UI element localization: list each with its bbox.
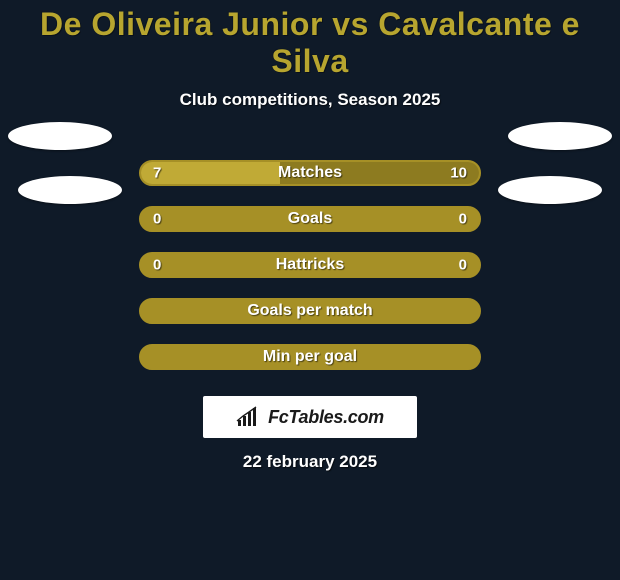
stat-bar-track: Min per goal (139, 344, 481, 370)
date-text: 22 february 2025 (243, 452, 377, 472)
stat-label: Matches (278, 164, 342, 182)
stat-bar-track: Goals per match (139, 298, 481, 324)
site-logo[interactable]: FcTables.com (203, 396, 417, 438)
stat-value-left: 0 (153, 211, 161, 228)
page-title: De Oliveira Junior vs Cavalcante e Silva (0, 6, 620, 80)
logo-text: FcTables.com (268, 407, 384, 428)
stat-rows: 7 10 Matches 0 0 Goals 0 0 Hattricks Goals per ma… (139, 150, 481, 380)
stat-row: 7 10 Matches (139, 150, 481, 196)
stat-value-right: 0 (459, 257, 467, 274)
player-oval (508, 122, 612, 150)
stat-value-right: 0 (459, 211, 467, 228)
player-oval (8, 122, 112, 150)
stat-label: Min per goal (263, 348, 357, 366)
stat-row: 0 0 Hattricks (139, 242, 481, 288)
content-wrap: De Oliveira Junior vs Cavalcante e Silva… (0, 0, 620, 580)
stat-row: 0 0 Goals (139, 196, 481, 242)
stat-label: Goals per match (247, 302, 372, 320)
stat-bar-left-fill (141, 162, 280, 184)
stat-bar-track: 0 0 Goals (139, 206, 481, 232)
bar-chart-icon (236, 406, 262, 428)
stat-row: Goals per match (139, 288, 481, 334)
subtitle: Club competitions, Season 2025 (180, 90, 441, 110)
stat-bar-track: 0 0 Hattricks (139, 252, 481, 278)
stat-value-left: 0 (153, 257, 161, 274)
player-oval (18, 176, 122, 204)
stat-value-left: 7 (153, 165, 161, 182)
stat-row: Min per goal (139, 334, 481, 380)
stat-bar-track: 7 10 Matches (139, 160, 481, 186)
stat-value-right: 10 (450, 165, 467, 182)
player-oval (498, 176, 602, 204)
stat-label: Hattricks (276, 256, 344, 274)
stat-label: Goals (288, 210, 332, 228)
